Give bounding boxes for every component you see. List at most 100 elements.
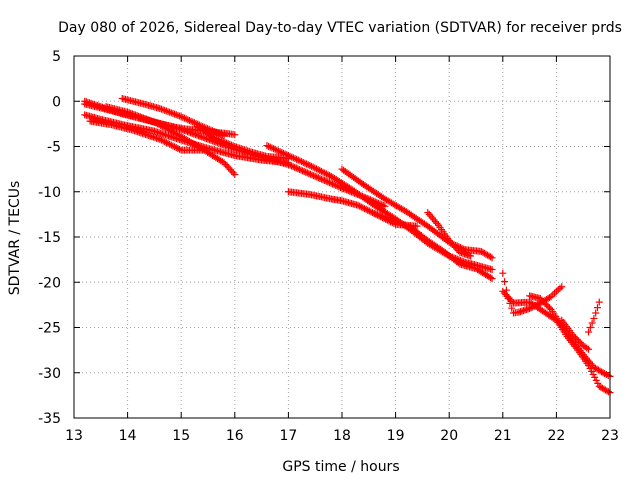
data-point [276, 148, 284, 156]
data-point [447, 238, 455, 246]
data-point [585, 328, 593, 336]
data-point [219, 138, 227, 146]
data-point [159, 106, 167, 114]
data-point [591, 373, 599, 381]
data-point [161, 106, 169, 114]
data-point [218, 137, 226, 145]
data-point [226, 166, 234, 174]
data-point [329, 180, 337, 188]
data-point [595, 298, 603, 306]
data-point [176, 145, 184, 153]
data-point [541, 299, 549, 307]
y-axis-label: SDTVAR / TECUs [7, 181, 23, 296]
data-point [312, 165, 320, 173]
data-point [294, 165, 302, 173]
data-point [359, 204, 367, 212]
data-point [499, 269, 507, 277]
data-point [314, 174, 322, 182]
y-tick-label: -10 [38, 185, 61, 201]
data-point [168, 127, 176, 135]
data-point [327, 179, 335, 187]
data-point [225, 164, 233, 172]
data-point [576, 338, 584, 346]
data-point [503, 292, 511, 300]
data-point [220, 132, 228, 140]
data-point [283, 151, 291, 159]
data-point [570, 332, 578, 340]
data-point [536, 295, 544, 303]
data-point [159, 137, 167, 145]
data-point [298, 158, 306, 166]
data-point [304, 161, 312, 169]
data-point [229, 142, 237, 150]
data-point [526, 304, 534, 312]
data-point [424, 209, 432, 217]
data-point [174, 131, 182, 139]
data-point [506, 296, 514, 304]
data-point [306, 170, 314, 178]
data-point [332, 181, 340, 189]
data-point [357, 203, 365, 211]
x-tick-label: 18 [333, 428, 351, 444]
data-point [445, 237, 453, 245]
data-point [378, 214, 386, 222]
y-tick-label: -25 [38, 321, 61, 337]
data-point [333, 182, 341, 190]
data-point [294, 156, 302, 164]
data-point [448, 240, 456, 248]
y-tick-label: 5 [52, 49, 61, 65]
data-point [593, 304, 601, 312]
data-point [281, 150, 289, 158]
data-point [508, 297, 516, 305]
data-point [299, 158, 307, 166]
data-point [297, 166, 305, 174]
x-tick-label: 17 [279, 428, 297, 444]
data-point [228, 167, 236, 175]
data-point [377, 213, 385, 221]
data-point [431, 218, 439, 226]
data-point [278, 148, 286, 156]
x-tick-label: 19 [387, 428, 405, 444]
data-point [544, 302, 552, 310]
data-point [174, 111, 182, 119]
data-point [164, 108, 172, 116]
series-track-5 [102, 103, 239, 179]
data-point [271, 145, 279, 153]
data-point [163, 125, 171, 133]
data-point [573, 335, 581, 343]
data-point [161, 124, 169, 132]
data-point [428, 214, 436, 222]
y-tick-label: -30 [38, 366, 61, 382]
data-point [354, 201, 362, 209]
data-point [324, 178, 332, 186]
data-point [231, 131, 239, 139]
data-point [172, 111, 180, 119]
data-point [335, 183, 343, 191]
data-point [156, 135, 164, 143]
data-point [221, 138, 229, 146]
data-point [214, 136, 222, 144]
data-point [288, 153, 296, 161]
data-point [185, 116, 193, 124]
data-point [154, 120, 162, 128]
data-point [184, 116, 192, 124]
chart-title: Day 080 of 2026, Sidereal Day-to-day VTE… [58, 20, 622, 36]
data-point [288, 162, 296, 170]
data-point [311, 172, 319, 180]
data-point [382, 215, 390, 223]
data-point [322, 170, 330, 178]
data-point [362, 205, 370, 213]
data-point [213, 129, 221, 137]
data-point [300, 168, 308, 176]
data-point [190, 119, 198, 127]
y-tick-label: -35 [38, 411, 61, 427]
data-point [172, 144, 180, 152]
data-point [318, 175, 326, 183]
data-point [316, 174, 324, 182]
y-tick-label: 0 [52, 94, 61, 110]
data-point [453, 245, 461, 253]
data-point [499, 287, 507, 295]
data-point [325, 179, 333, 187]
plot-frame [73, 55, 611, 419]
data-point [433, 219, 441, 227]
